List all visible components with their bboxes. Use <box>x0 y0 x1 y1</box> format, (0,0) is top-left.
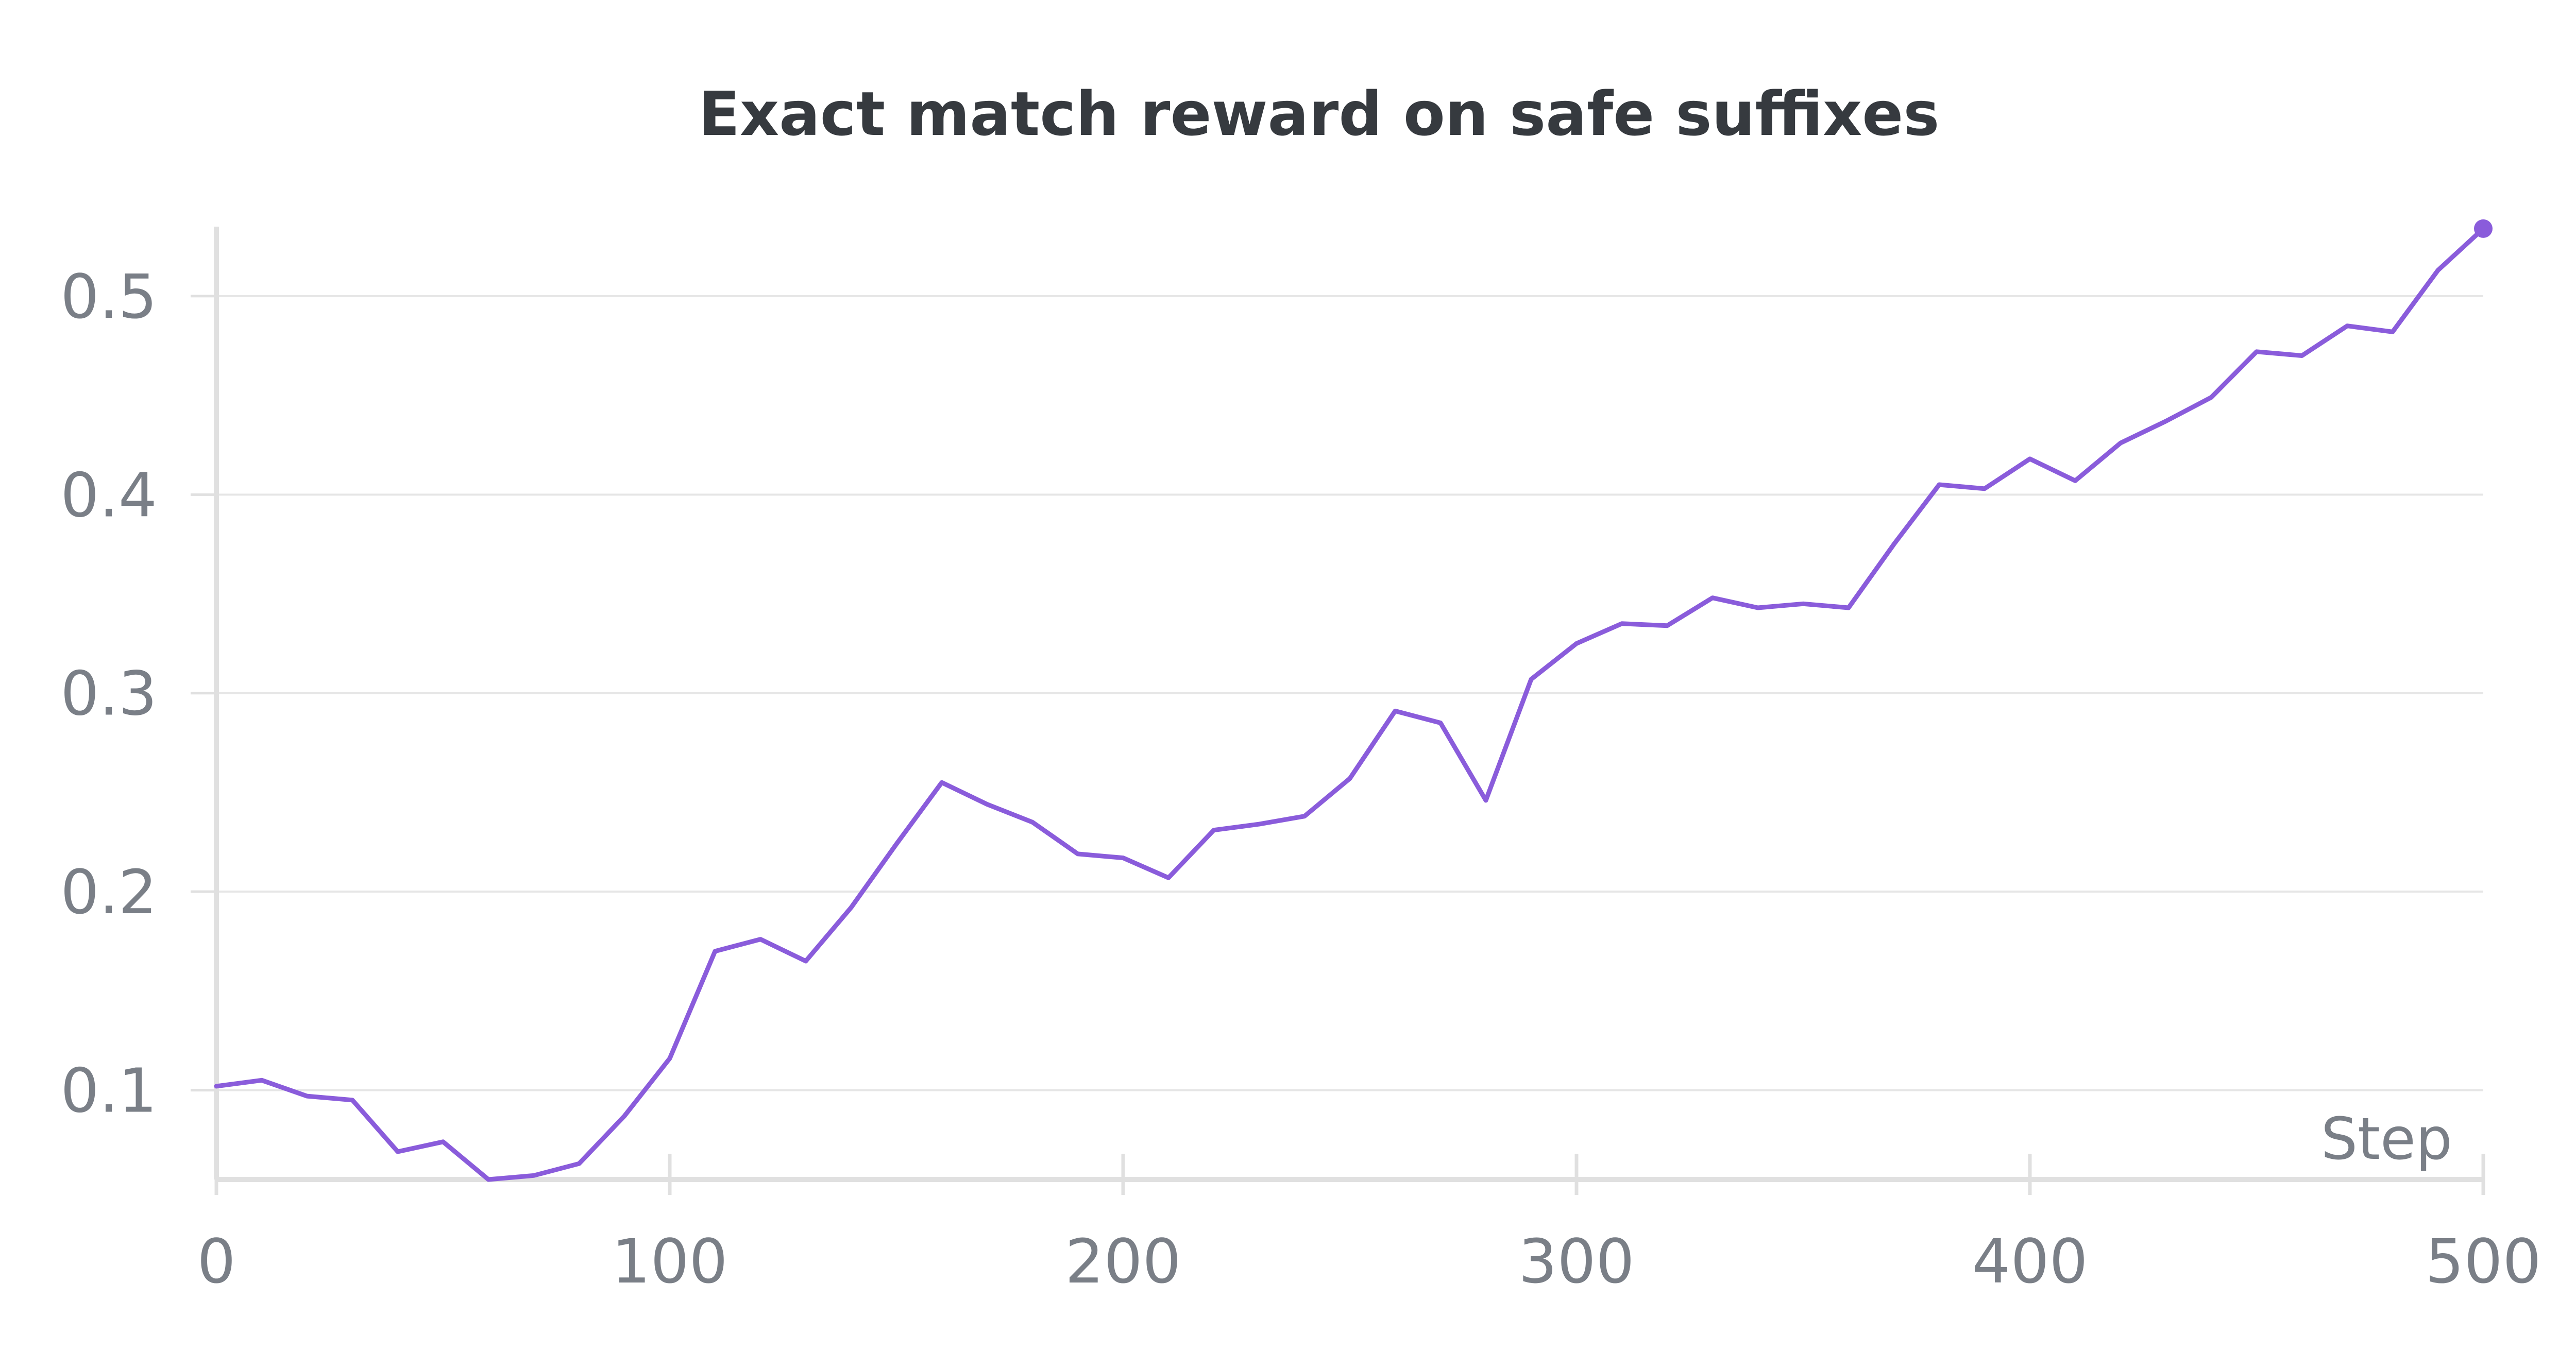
x-tick-label: 0 <box>197 1226 235 1297</box>
x-tick-label: 100 <box>612 1226 727 1297</box>
chart-title: Exact match reward on safe suffixes <box>698 78 1939 149</box>
ticks: 0.1 0.2 0.3 0.4 0.5 0 100 200 300 400 500 <box>60 261 2541 1297</box>
series-end-point <box>2474 219 2493 238</box>
x-tick-label: 400 <box>1972 1226 2088 1297</box>
series <box>214 219 2493 1182</box>
grid <box>216 295 2483 1091</box>
x-tick-label: 500 <box>2425 1226 2541 1297</box>
series-line <box>214 226 2486 1182</box>
axes <box>214 227 2483 1182</box>
x-tick-label: 200 <box>1065 1226 1181 1297</box>
x-tick-label: 300 <box>1518 1226 1634 1297</box>
y-tick-label: 0.5 <box>60 261 157 332</box>
y-tick-label: 0.2 <box>60 857 157 928</box>
x-axis-label: Step <box>2321 1106 2452 1173</box>
y-tick-label: 0.1 <box>60 1055 157 1126</box>
y-tick-label: 0.3 <box>60 658 157 729</box>
y-tick-label: 0.4 <box>60 459 157 531</box>
